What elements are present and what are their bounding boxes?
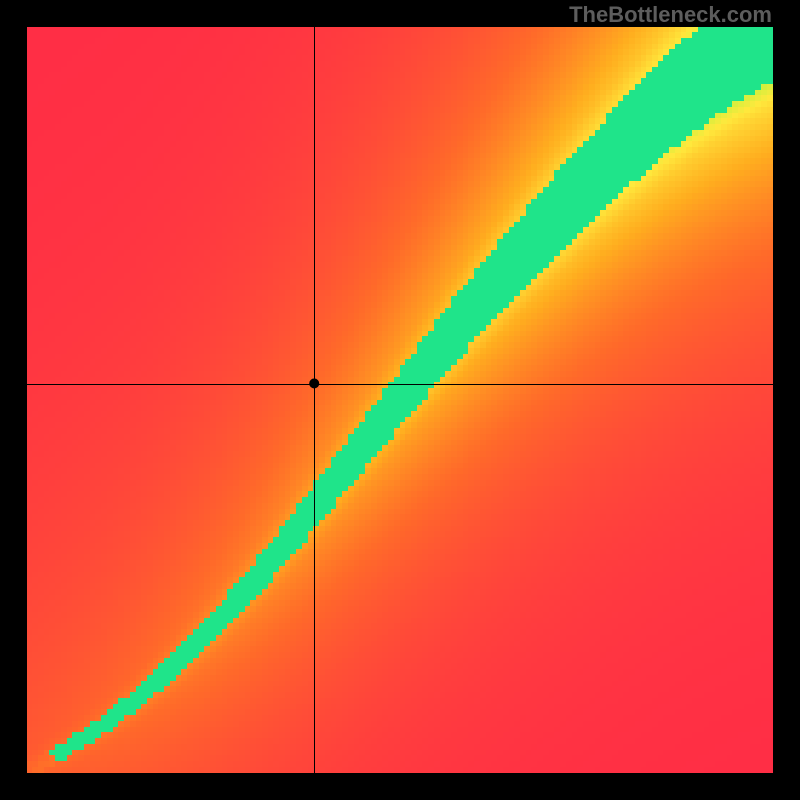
attribution-text: TheBottleneck.com bbox=[569, 2, 772, 28]
outer-frame: TheBottleneck.com bbox=[0, 0, 800, 800]
heatmap-container bbox=[27, 27, 773, 773]
bottleneck-heatmap bbox=[27, 27, 773, 773]
